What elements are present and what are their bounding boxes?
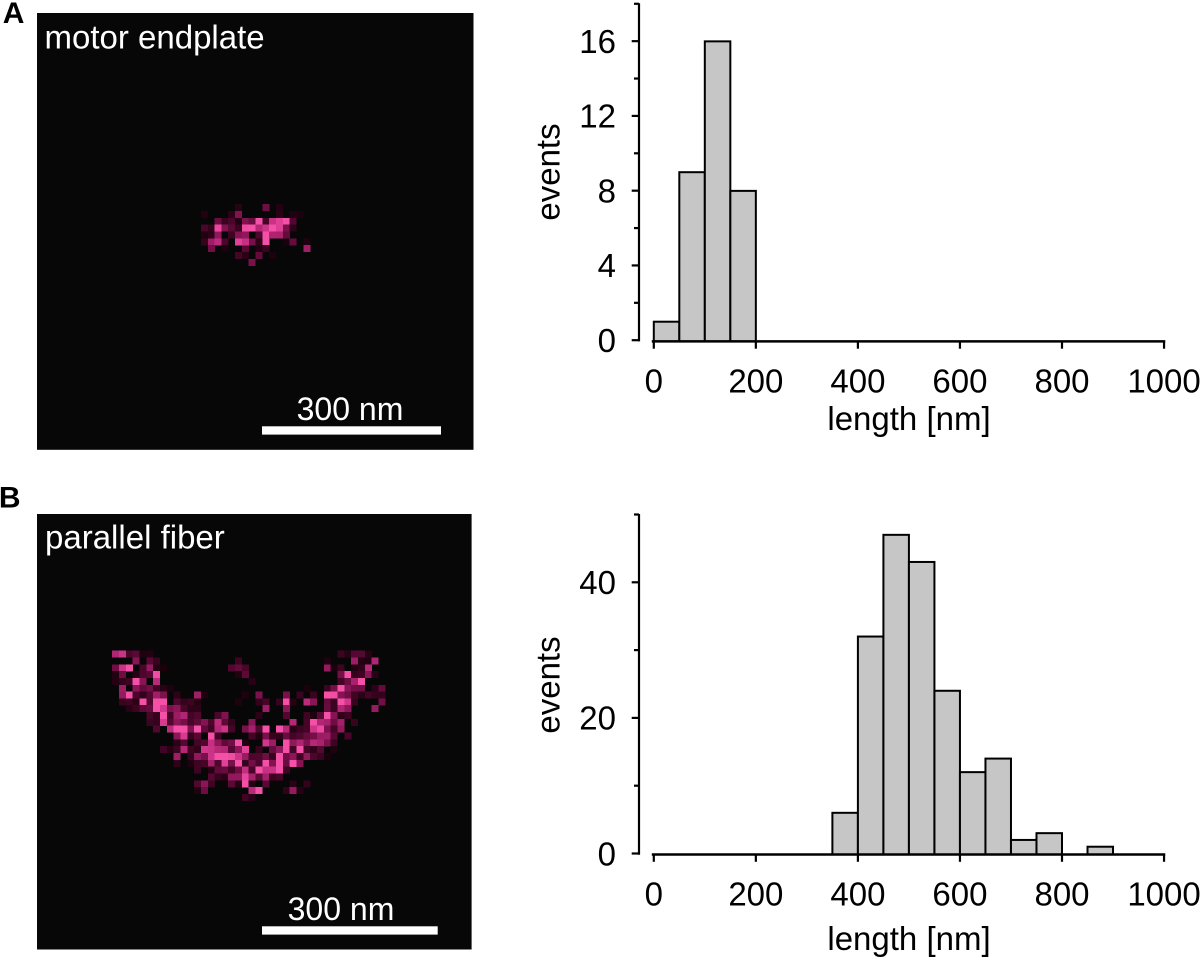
svg-text:400: 400	[830, 875, 885, 912]
svg-text:length [nm]: length [nm]	[827, 400, 990, 437]
svg-text:800: 800	[1034, 875, 1089, 912]
svg-text:600: 600	[932, 363, 987, 400]
svg-text:motor endplate: motor endplate	[45, 18, 265, 55]
svg-text:events: events	[530, 636, 567, 733]
svg-text:20: 20	[579, 700, 616, 737]
svg-text:length [nm]: length [nm]	[827, 920, 990, 957]
svg-text:0: 0	[598, 322, 616, 359]
svg-text:200: 200	[728, 875, 783, 912]
svg-text:A: A	[3, 0, 25, 30]
svg-text:16: 16	[579, 23, 616, 60]
svg-text:1000: 1000	[1127, 875, 1200, 912]
svg-text:4: 4	[598, 247, 616, 284]
svg-text:parallel fiber: parallel fiber	[45, 518, 225, 555]
svg-text:300 nm: 300 nm	[297, 391, 404, 427]
svg-text:300 nm: 300 nm	[288, 891, 395, 927]
svg-text:0: 0	[645, 875, 663, 912]
svg-text:200: 200	[728, 363, 783, 400]
svg-text:40: 40	[579, 564, 616, 601]
svg-text:0: 0	[598, 835, 616, 872]
svg-text:600: 600	[932, 875, 987, 912]
svg-text:12: 12	[579, 98, 616, 135]
svg-text:B: B	[0, 482, 20, 515]
svg-text:events: events	[530, 123, 567, 220]
svg-text:8: 8	[598, 172, 616, 209]
svg-text:400: 400	[830, 363, 885, 400]
svg-text:800: 800	[1034, 363, 1089, 400]
svg-text:1000: 1000	[1127, 363, 1200, 400]
svg-text:0: 0	[645, 363, 663, 400]
